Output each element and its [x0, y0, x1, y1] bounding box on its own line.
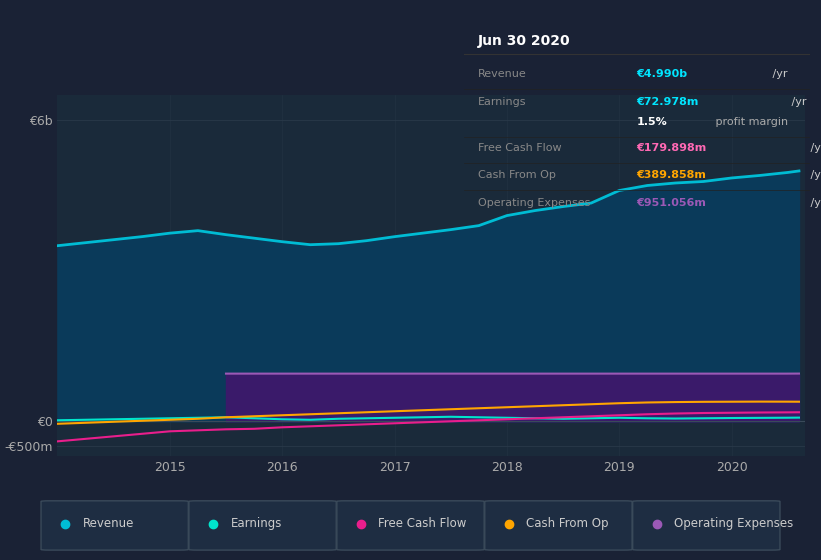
Text: €951.056m: €951.056m: [636, 198, 706, 208]
Text: Cash From Op: Cash From Op: [478, 170, 556, 180]
Text: Cash From Op: Cash From Op: [526, 517, 609, 530]
Text: Free Cash Flow: Free Cash Flow: [378, 517, 467, 530]
Text: Free Cash Flow: Free Cash Flow: [478, 143, 562, 153]
Text: Revenue: Revenue: [83, 517, 134, 530]
Text: /yr: /yr: [807, 143, 821, 153]
Text: /yr: /yr: [807, 170, 821, 180]
Text: €389.858m: €389.858m: [636, 170, 706, 180]
Text: €179.898m: €179.898m: [636, 143, 707, 153]
FancyBboxPatch shape: [337, 501, 484, 550]
Text: Operating Expenses: Operating Expenses: [674, 517, 793, 530]
Text: Revenue: Revenue: [478, 69, 526, 79]
Text: Earnings: Earnings: [478, 97, 526, 107]
Text: Earnings: Earnings: [231, 517, 282, 530]
Text: €4.990b: €4.990b: [636, 69, 687, 79]
Text: /yr: /yr: [788, 97, 806, 107]
Text: Jun 30 2020: Jun 30 2020: [478, 34, 571, 48]
Text: /yr: /yr: [769, 69, 787, 79]
FancyBboxPatch shape: [484, 501, 632, 550]
FancyBboxPatch shape: [633, 501, 780, 550]
FancyBboxPatch shape: [189, 501, 337, 550]
Text: 1.5%: 1.5%: [636, 117, 667, 127]
FancyBboxPatch shape: [41, 501, 188, 550]
Text: €72.978m: €72.978m: [636, 97, 699, 107]
Text: profit margin: profit margin: [712, 117, 788, 127]
Text: /yr: /yr: [807, 198, 821, 208]
Text: Operating Expenses: Operating Expenses: [478, 198, 590, 208]
